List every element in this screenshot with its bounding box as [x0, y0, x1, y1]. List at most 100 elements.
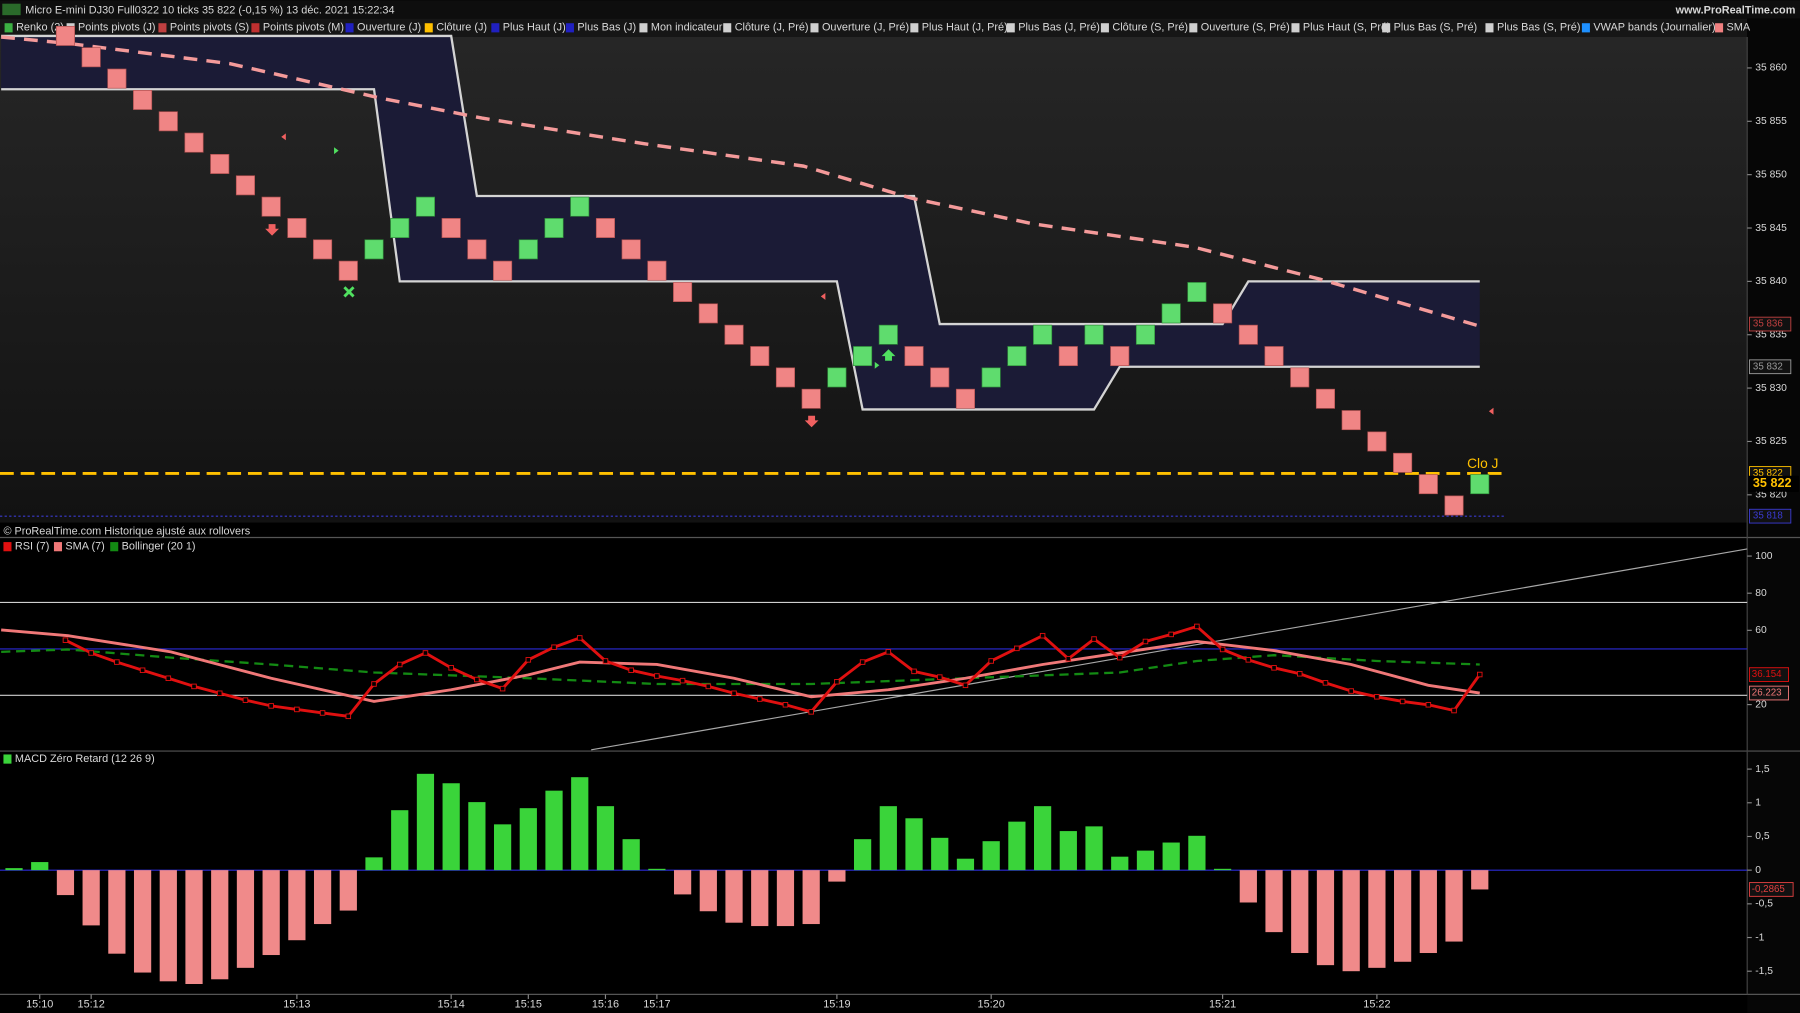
rsi-point: [396, 661, 403, 668]
macd-bar: [211, 870, 229, 980]
macd-bar: [108, 870, 126, 954]
x-tick-label: 15:15: [515, 999, 542, 1011]
renko-brick: [878, 324, 898, 345]
y-tick-label: -1,5: [1755, 966, 1773, 977]
renko-brick: [1470, 474, 1490, 495]
legend-item: Ouverture (J, Pré): [822, 22, 909, 34]
renko-brick: [1341, 410, 1361, 431]
macd-bar: [751, 870, 769, 927]
rsi-point: [782, 702, 789, 708]
rsi-point: [1091, 636, 1097, 642]
macd-bar: [185, 870, 203, 985]
macd-bar: [571, 777, 589, 871]
legend-item: Points pivots (J): [78, 22, 155, 34]
rsi-point: [1116, 654, 1123, 661]
macd-bar: [1188, 835, 1206, 871]
macd-bar: [879, 806, 897, 871]
renko-brick: [338, 260, 358, 281]
macd-bar: [648, 868, 666, 871]
legend-swatch: [3, 754, 12, 764]
macd-bar: [1445, 870, 1463, 942]
x-tick-label: 15:22: [1363, 999, 1390, 1011]
legend-item: Plus Bas (S, Pré): [1394, 22, 1478, 34]
renko-brick: [81, 47, 101, 68]
renko-brick: [1135, 324, 1155, 345]
legend-swatch: [1006, 23, 1015, 33]
signal-tick: [874, 361, 880, 369]
x-tick-label: 15:21: [1209, 999, 1236, 1011]
renko-brick: [1290, 367, 1310, 388]
renko-brick: [133, 90, 153, 110]
legend-swatch: [158, 23, 167, 33]
signal-arrow: [265, 224, 279, 236]
renko-brick: [724, 324, 744, 345]
macd-bar: [905, 818, 923, 871]
renko-brick: [1161, 303, 1181, 324]
rsi-point: [345, 713, 352, 720]
macd-bar: [493, 824, 512, 871]
renko-brick: [570, 196, 590, 217]
macd-bar: [802, 870, 820, 925]
price-tag-label: 35 832: [1753, 361, 1783, 372]
legend-item: Points pivots (M): [263, 22, 344, 34]
y-tick-label: 60: [1755, 625, 1767, 636]
rsi-point: [808, 709, 814, 715]
rsi-point: [602, 658, 609, 664]
legend-swatch: [565, 23, 574, 33]
renko-brick: [698, 303, 718, 324]
renko-brick: [1393, 452, 1413, 473]
renko-brick: [287, 218, 307, 238]
legend-item: SMA: [1727, 22, 1751, 34]
rsi-point: [1477, 671, 1483, 678]
macd-title: MACD Zéro Retard (12 26 9): [15, 753, 155, 765]
legend-item: Renko (2): [16, 22, 64, 34]
legend-swatch: [1715, 23, 1724, 33]
rsi-point: [756, 696, 763, 702]
rsi-tag: [1749, 685, 1789, 701]
rsi-point: [114, 659, 120, 665]
legend-swatch: [1382, 23, 1391, 33]
rsi-tag: [1749, 667, 1789, 682]
legend-swatch: [1485, 23, 1494, 33]
renko-brick: [210, 154, 230, 174]
macd-bar: [133, 870, 152, 973]
renko-brick: [801, 388, 821, 409]
rsi-point: [422, 650, 429, 656]
macd-bar: [1059, 831, 1077, 871]
renko-brick: [1033, 324, 1053, 345]
y-tick-label: 80: [1755, 588, 1767, 599]
renko-brick: [313, 239, 333, 260]
header-title: Micro E-mini DJ30 Full0322 10 ticks 35 8…: [25, 4, 394, 16]
legend-swatch: [639, 23, 648, 33]
legend-item: Plus Bas (J): [577, 22, 636, 34]
macd-bar: [1136, 850, 1155, 871]
y-tick-label: 35 840: [1755, 276, 1787, 287]
rsi-point: [576, 635, 583, 641]
macd-bar: [1419, 870, 1437, 954]
price-lines: Clo J: [0, 35, 1504, 517]
macd-bar: [1316, 870, 1335, 966]
rsi-point: [628, 667, 634, 674]
y-tick-label: 1: [1755, 798, 1761, 809]
macd-bar: [1085, 826, 1103, 871]
renko-brick: [1213, 303, 1233, 324]
header-site[interactable]: www.ProRealTime.com: [1675, 4, 1796, 16]
rsi-point: [1039, 632, 1046, 639]
rsi-point: [1219, 646, 1226, 653]
rsi-point: [1014, 645, 1020, 652]
renko-brick: [441, 218, 461, 238]
macd-bar: [699, 870, 717, 912]
macd-bar: [339, 870, 357, 911]
renko-brick: [493, 260, 513, 281]
rsi-point: [936, 674, 943, 680]
close-label: Clo J: [1467, 456, 1498, 471]
rsi-point: [1374, 694, 1380, 700]
rsi-point: [371, 681, 377, 687]
y-tick-label: 35 820: [1755, 490, 1787, 501]
macd-bar: [725, 870, 743, 923]
price-tag-label: 35 836: [1753, 319, 1783, 330]
price-tag-label: 35 818: [1753, 511, 1783, 522]
renko-brick: [981, 367, 1001, 388]
macd-bar: [5, 868, 23, 871]
rsi-point: [1348, 688, 1354, 694]
